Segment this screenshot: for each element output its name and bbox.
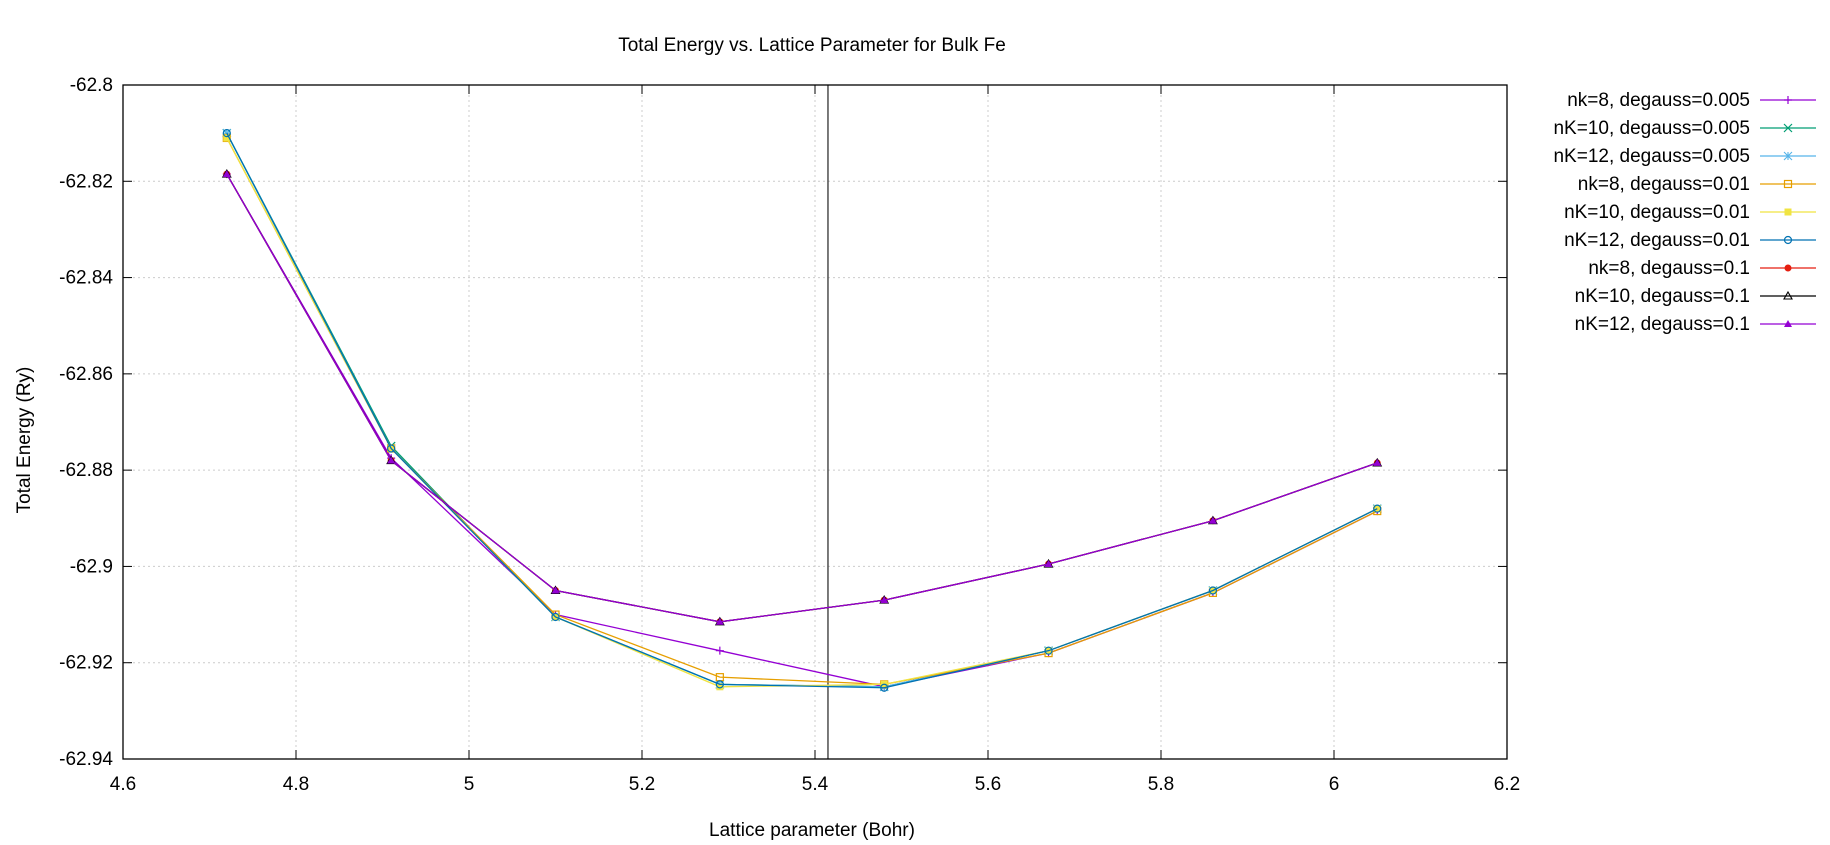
series-1 [222, 170, 1382, 691]
data-point [1784, 264, 1792, 272]
x-tick-label: 5.2 [629, 774, 655, 795]
legend-label: nK=10, degauss=0.01 [1564, 202, 1750, 223]
x-tick-label: 5.6 [975, 774, 1001, 795]
y-tick-label: -62.9 [70, 556, 113, 577]
series-line [226, 173, 1378, 623]
legend-label: nk=8, degauss=0.1 [1588, 258, 1750, 279]
legend-entry: nK=12, degauss=0.1 [1575, 314, 1816, 335]
legend-label: nK=12, degauss=0.1 [1575, 314, 1750, 335]
legend-entry: nk=8, degauss=0.005 [1567, 90, 1816, 111]
y-tick-label: -62.8 [70, 75, 113, 96]
y-tick-label: -62.94 [59, 749, 113, 770]
legend-label: nK=10, degauss=0.1 [1575, 286, 1750, 307]
data-point [716, 683, 724, 691]
x-tick-label: 4.6 [110, 774, 136, 795]
x-axis-label: Lattice parameter (Bohr) [709, 820, 915, 841]
chart-title: Total Energy vs. Lattice Parameter for B… [618, 35, 1006, 56]
series-line [226, 137, 1378, 688]
legend-label: nK=12, degauss=0.005 [1553, 146, 1750, 167]
series-8 [221, 168, 1383, 626]
y-tick-label: -62.86 [59, 364, 113, 385]
data-point [1784, 320, 1792, 327]
grid [123, 85, 1507, 759]
legend-entry: nK=10, degauss=0.005 [1553, 118, 1816, 139]
data-point [223, 134, 231, 142]
series-2 [222, 128, 1382, 692]
data-point [880, 596, 889, 604]
legend-entry: nk=8, degauss=0.01 [1578, 174, 1816, 195]
data-point [1783, 235, 1793, 245]
legend-label: nK=12, degauss=0.01 [1564, 230, 1750, 251]
y-tick-label: -62.92 [59, 653, 113, 674]
data-point [715, 680, 724, 689]
y-tick-label: -62.82 [59, 171, 113, 192]
legend-entry: nK=12, degauss=0.01 [1564, 230, 1816, 251]
data-point [1044, 560, 1053, 568]
data-point [387, 444, 396, 453]
series-line [226, 173, 1378, 688]
series-3 [222, 128, 1382, 692]
data-point [1373, 505, 1381, 513]
data-point [1373, 504, 1382, 513]
data-point [1783, 151, 1793, 161]
series-line [226, 132, 1378, 688]
y-tick-label: -62.88 [59, 460, 113, 481]
data-point [1208, 516, 1217, 524]
series-9 [222, 170, 1382, 625]
data-point [1783, 123, 1793, 133]
series-layer [221, 128, 1383, 692]
data-point [222, 129, 231, 138]
data-point [1208, 586, 1218, 595]
x-tick-label: 4.8 [283, 774, 309, 795]
legend-entry: nK=12, degauss=0.005 [1553, 146, 1816, 167]
legend-label: nk=8, degauss=0.01 [1578, 174, 1750, 195]
legend-label: nk=8, degauss=0.005 [1567, 90, 1750, 111]
y-axis-label: Total Energy (Ry) [14, 367, 35, 514]
data-point [1044, 646, 1053, 655]
data-point [1783, 290, 1793, 300]
data-point [387, 456, 396, 464]
series-line [226, 137, 1378, 686]
series-7 [223, 170, 1381, 626]
legend-entry: nK=10, degauss=0.1 [1575, 286, 1816, 307]
data-point [1784, 208, 1792, 216]
series-line [226, 173, 1378, 623]
series-6 [222, 129, 1382, 692]
legend-entry: nk=8, degauss=0.1 [1588, 258, 1816, 279]
series-5 [223, 134, 1381, 691]
data-point [880, 683, 889, 692]
axis-ticks: 4.6 4.8 5 5.2 5.4 5.6 5.8 6 6.2 -62.94 -62.92 -62.9… [59, 75, 1520, 795]
x-tick-label: 6 [1329, 774, 1340, 795]
series-4 [222, 133, 1382, 689]
legend-label: nK=10, degauss=0.005 [1553, 118, 1750, 139]
data-point [715, 646, 724, 655]
y-tick-label: -62.84 [59, 268, 113, 289]
legend: nk=8, degauss=0.005 nK=10, degauss=0.005 n… [1553, 90, 1816, 335]
data-point [551, 586, 560, 594]
series-line [226, 132, 1378, 688]
data-point [222, 170, 231, 178]
x-tick-label: 5.8 [1148, 774, 1174, 795]
data-point [1784, 96, 1792, 104]
data-point [551, 612, 560, 622]
data-point [1373, 458, 1382, 466]
x-tick-label: 6.2 [1494, 774, 1520, 795]
data-point [1783, 179, 1793, 189]
legend-entry: nK=10, degauss=0.01 [1564, 202, 1816, 223]
series-line [226, 173, 1378, 623]
series-line [226, 132, 1378, 689]
x-tick-label: 5.4 [802, 774, 829, 795]
x-tick-label: 5 [464, 774, 475, 795]
data-point [715, 617, 724, 625]
